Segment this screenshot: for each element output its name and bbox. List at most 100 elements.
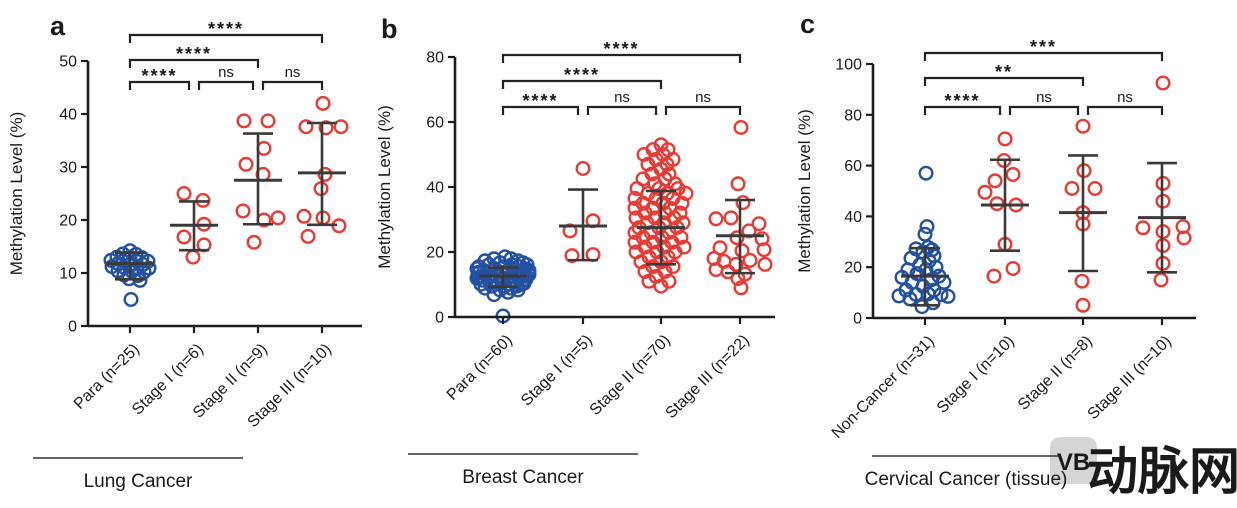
data-point <box>730 176 746 192</box>
significance-label: **** <box>208 19 244 39</box>
y-tick-label: 50 <box>59 54 77 71</box>
bracket-line <box>197 80 255 90</box>
y-tick-label: 20 <box>426 245 444 262</box>
data-point <box>176 185 192 201</box>
data-point <box>708 211 724 227</box>
category-points-4 <box>1135 75 1192 288</box>
significance-label: **** <box>603 39 639 59</box>
data-point <box>933 287 949 303</box>
data-point <box>1074 273 1090 289</box>
data-point <box>470 265 486 281</box>
category-label: Para (n=25) <box>71 341 143 413</box>
vcbeat-logo-icon <box>1050 437 1097 484</box>
data-point <box>928 259 944 275</box>
significance-bracket: *** <box>923 37 1164 61</box>
data-point <box>256 140 272 156</box>
significance-bracket: ns <box>1086 89 1164 115</box>
bracket-line <box>923 51 1164 61</box>
data-point <box>317 166 333 182</box>
significance-label: ns <box>1036 89 1052 106</box>
data-point <box>977 184 993 200</box>
bracket-line <box>501 53 742 63</box>
group-title: Lung Cancer <box>84 471 193 492</box>
data-point <box>333 119 349 135</box>
significance-bracket: **** <box>128 44 260 68</box>
data-point <box>1005 261 1021 277</box>
data-point <box>754 231 770 247</box>
data-point <box>757 256 773 272</box>
error-bar <box>479 266 527 289</box>
significance-label: ns <box>1117 89 1133 106</box>
significance-label: ns <box>695 89 711 106</box>
y-tick-label: 0 <box>435 310 444 327</box>
panel-letter: c <box>800 9 815 39</box>
data-point <box>919 219 935 235</box>
data-point <box>940 288 956 304</box>
data-point <box>756 242 772 258</box>
data-point <box>185 249 201 265</box>
category-points-1 <box>469 249 537 324</box>
data-point <box>918 165 934 181</box>
significance-label: *** <box>1030 37 1057 57</box>
category-label: Non-Cancer (n=31) <box>829 333 938 442</box>
significance-bracket: ns <box>197 64 255 90</box>
data-point <box>318 120 334 136</box>
significance-bracket: **** <box>501 39 742 63</box>
data-point <box>1153 272 1169 288</box>
data-point <box>1005 166 1021 182</box>
bracket-line <box>1008 105 1080 115</box>
group-title: Breast Cancer <box>462 467 584 488</box>
significance-label: **** <box>944 91 980 111</box>
data-point <box>728 256 744 272</box>
data-point <box>661 273 677 289</box>
significance-bracket: **** <box>923 91 1002 115</box>
category-points-4 <box>706 119 773 296</box>
y-tick-label: 20 <box>59 213 77 230</box>
significance-label: **** <box>564 65 600 85</box>
data-point <box>733 119 749 135</box>
data-point <box>270 210 286 226</box>
significance-bracket: ns <box>664 89 742 115</box>
data-point <box>260 113 276 129</box>
bracket-line <box>1086 105 1164 115</box>
bracket-line <box>128 33 324 43</box>
bracket-line <box>586 105 658 115</box>
data-point <box>246 234 262 250</box>
y-tick-label: 80 <box>844 107 862 124</box>
category-points-3 <box>235 113 286 250</box>
y-tick-label: 30 <box>59 160 77 177</box>
data-point <box>742 252 758 268</box>
y-axis-title: Methylation Level (%) <box>795 109 814 272</box>
category-label: Stage I (n=10) <box>934 333 1018 417</box>
y-axis-title: Methylation Level (%) <box>7 112 26 275</box>
data-point <box>238 156 254 172</box>
significance-label: ** <box>995 62 1013 82</box>
significance-label: **** <box>141 66 177 86</box>
error-bar <box>170 200 218 252</box>
bracket-line <box>664 105 742 115</box>
data-point <box>987 173 1003 189</box>
data-point <box>300 228 316 244</box>
data-point <box>486 287 502 303</box>
data-point <box>986 268 1002 284</box>
significance-bracket: **** <box>501 91 580 115</box>
significance-bracket: **** <box>128 19 324 43</box>
y-tick-label: 40 <box>426 180 444 197</box>
significance-label: **** <box>522 91 558 111</box>
category-points-1 <box>891 165 956 315</box>
data-point <box>653 278 669 294</box>
bracket-line <box>923 76 1085 86</box>
y-tick-label: 60 <box>426 115 444 132</box>
significance-label: ns <box>614 89 630 106</box>
error-bar <box>106 251 154 281</box>
significance-label: ns <box>285 64 301 81</box>
error-bar <box>298 121 346 227</box>
significance-bracket: ns <box>261 64 324 90</box>
data-point <box>914 299 930 315</box>
data-point <box>723 210 739 226</box>
data-point <box>720 264 736 280</box>
